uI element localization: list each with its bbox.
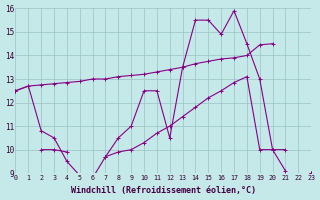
X-axis label: Windchill (Refroidissement éolien,°C): Windchill (Refroidissement éolien,°C) [71, 186, 256, 195]
